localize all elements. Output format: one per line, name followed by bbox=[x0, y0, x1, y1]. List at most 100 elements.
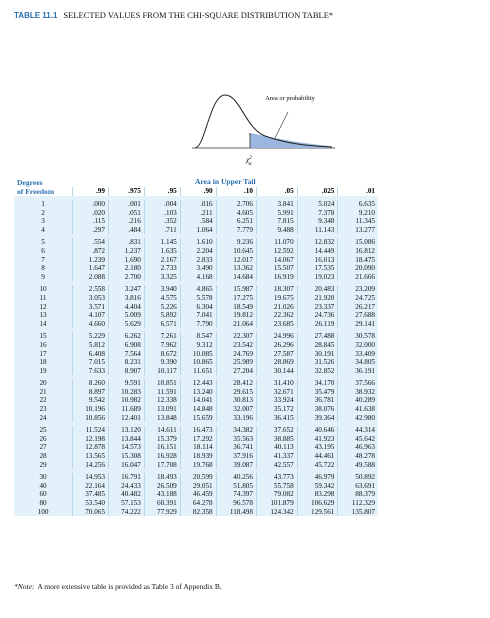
cell: 11.651 bbox=[179, 366, 217, 376]
df-cell: 28 bbox=[39, 452, 47, 461]
cell: 14.573 bbox=[107, 443, 145, 453]
cell: 28.845 bbox=[296, 340, 338, 350]
column-header: .95 bbox=[143, 187, 181, 196]
cell: 31.410 bbox=[255, 379, 298, 388]
cell: 112.329 bbox=[337, 499, 378, 508]
x-label: χ2 α bbox=[245, 155, 252, 167]
cell: 79.082 bbox=[255, 490, 298, 499]
cell: 7.041 bbox=[179, 311, 217, 320]
cell: 16.151 bbox=[143, 443, 181, 453]
cell: 28.869 bbox=[255, 358, 298, 367]
cell: 22.362 bbox=[255, 311, 298, 320]
cell: 44.461 bbox=[296, 452, 338, 461]
cell: 39.087 bbox=[215, 460, 257, 470]
cell: 3.053 bbox=[72, 293, 109, 303]
cell: 33.924 bbox=[255, 396, 298, 406]
cell: 5.812 bbox=[72, 340, 109, 350]
df-cell: 40 bbox=[39, 481, 47, 490]
cell: 18.114 bbox=[179, 443, 217, 453]
cell: 1.635 bbox=[143, 246, 181, 256]
cell: 9.390 bbox=[143, 358, 181, 367]
cell: 12.592 bbox=[255, 246, 298, 256]
cell: 45.642 bbox=[337, 434, 378, 444]
df-cell: 17 bbox=[39, 349, 47, 358]
cell: 6.571 bbox=[143, 319, 181, 329]
cell: 7.564 bbox=[107, 349, 145, 359]
cell: 16.928 bbox=[143, 452, 181, 461]
cell: 74.397 bbox=[215, 490, 257, 499]
cell: 9.236 bbox=[215, 238, 257, 247]
cell: 1.237 bbox=[107, 246, 145, 256]
cell: 4.575 bbox=[143, 293, 181, 303]
cell: 10.982 bbox=[107, 396, 145, 406]
cell: 31.526 bbox=[296, 358, 338, 367]
cell: 2.167 bbox=[143, 255, 181, 265]
cell: 36.741 bbox=[215, 443, 257, 453]
cell: 7.962 bbox=[143, 340, 181, 350]
cell: 15.507 bbox=[255, 264, 298, 273]
cell: 43.773 bbox=[255, 473, 298, 482]
row: 21 8.897 10.283 11.591 13.240 29.615 32.671 35.… bbox=[14, 387, 378, 397]
cell: 35.172 bbox=[255, 405, 298, 414]
cell: 48.278 bbox=[337, 452, 378, 461]
cell: 38.932 bbox=[337, 387, 378, 397]
cell: 15.308 bbox=[107, 452, 145, 461]
cell: 19.023 bbox=[296, 272, 338, 282]
df-cell: 14 bbox=[39, 319, 47, 328]
cell: 37.916 bbox=[215, 452, 257, 461]
cell: 13.848 bbox=[143, 413, 181, 423]
area-label: Area or probability bbox=[265, 95, 316, 102]
df-cell: 20 bbox=[39, 379, 47, 388]
cell: .831 bbox=[107, 238, 145, 247]
cell: 17.535 bbox=[296, 264, 338, 273]
df-cell: 4 bbox=[41, 225, 45, 234]
cell: 36.191 bbox=[337, 366, 378, 376]
cell: 7.015 bbox=[72, 358, 109, 367]
cell: 8.231 bbox=[107, 358, 145, 367]
cell: 32.007 bbox=[215, 405, 257, 414]
cell: 9.591 bbox=[107, 379, 145, 388]
cell: 101.879 bbox=[255, 499, 298, 508]
df-cell: 19 bbox=[39, 366, 47, 375]
row: 30 14.953 16.791 18.493 20.599 40.256 43.773 46… bbox=[14, 473, 378, 482]
cell: 6.304 bbox=[179, 302, 217, 312]
df-cell: 80 bbox=[39, 499, 47, 507]
cell: 96.578 bbox=[215, 499, 257, 508]
cell: 35.479 bbox=[296, 387, 338, 397]
cell: 27.204 bbox=[215, 366, 257, 376]
df-cell: 5 bbox=[41, 238, 45, 247]
note-text: A more extensive table is provided as Ta… bbox=[37, 582, 222, 591]
cell: 77.929 bbox=[143, 507, 181, 517]
cell: 29.615 bbox=[215, 387, 257, 397]
cell: 24.996 bbox=[255, 332, 298, 341]
cell: 36.781 bbox=[296, 396, 338, 406]
cell: 23.337 bbox=[296, 302, 338, 312]
cell: 10.865 bbox=[179, 358, 217, 367]
cell: .711 bbox=[143, 225, 181, 235]
column-header: .99 bbox=[72, 187, 109, 196]
cell: 14.848 bbox=[179, 405, 217, 414]
row: 19 7.633 8.907 10.117 11.651 27.204 30.144 32.8… bbox=[14, 366, 378, 376]
cell: 23.542 bbox=[215, 340, 257, 350]
cell: 41.337 bbox=[255, 452, 298, 461]
cell: 15.379 bbox=[143, 434, 181, 444]
cell: 15.659 bbox=[179, 413, 217, 423]
cell: 13.362 bbox=[215, 264, 257, 273]
cell: .484 bbox=[107, 225, 145, 235]
cell: 9.312 bbox=[179, 340, 217, 350]
column-header: .90 bbox=[179, 187, 217, 196]
cell: 21.064 bbox=[215, 319, 257, 329]
row: 100 70.065 74.222 77.929 82.358 118.498 124.34… bbox=[14, 507, 378, 517]
cell: 40.113 bbox=[255, 443, 298, 453]
cell: 10.085 bbox=[179, 349, 217, 359]
row: 14 4.660 5.629 6.571 7.790 21.064 23.685 26.119… bbox=[14, 319, 378, 329]
df-cell: 1 bbox=[41, 200, 45, 208]
df-cell: 21 bbox=[39, 387, 47, 396]
cell: 13.091 bbox=[143, 405, 181, 414]
cell: 34.170 bbox=[296, 379, 338, 388]
cell: 43.195 bbox=[296, 443, 338, 453]
row: 2 .020.051.103.211 4.605 5.991 7.378 9.210 bbox=[14, 208, 378, 218]
cell: 3.841 bbox=[255, 200, 298, 209]
cell: 9.210 bbox=[337, 208, 378, 218]
